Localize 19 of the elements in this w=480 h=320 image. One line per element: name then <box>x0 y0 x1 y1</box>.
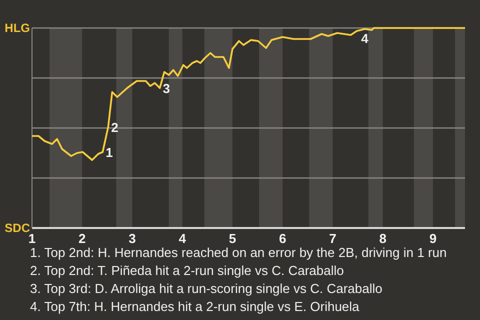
x-tick-label: 7 <box>329 231 336 246</box>
x-tick-label: 8 <box>379 231 386 246</box>
x-tick-label: 6 <box>278 231 286 246</box>
x-tick-label: 9 <box>429 231 437 246</box>
x-tick-label: 5 <box>228 231 236 246</box>
annotation: 2 <box>111 120 118 135</box>
x-tick-label: 3 <box>128 231 136 246</box>
text: 1. Top 2nd: H. Hernandes reached on an error by the 2B, driving in 1 run <box>30 245 447 260</box>
annotation: 4 <box>361 31 370 46</box>
x-tick-label: 2 <box>78 231 86 246</box>
text: 2. Top 2nd: T. Piñeda hit a 2-run single vs C. Caraballo <box>30 263 344 278</box>
text: 3. Top 3rd: D. Arroliga hit a run-scoring single vs C. Caraballo <box>30 281 382 296</box>
x-tick-label: 1 <box>28 231 36 246</box>
text: 4. Top 7th: H. Hernandes hit a 2-run single vs E. Orihuela <box>30 299 360 314</box>
text: SDC <box>4 221 30 236</box>
annotation: 3 <box>162 81 170 96</box>
annotation: 1 <box>106 145 113 160</box>
text: HLG <box>4 21 30 36</box>
x-tick-label: 4 <box>178 231 187 246</box>
